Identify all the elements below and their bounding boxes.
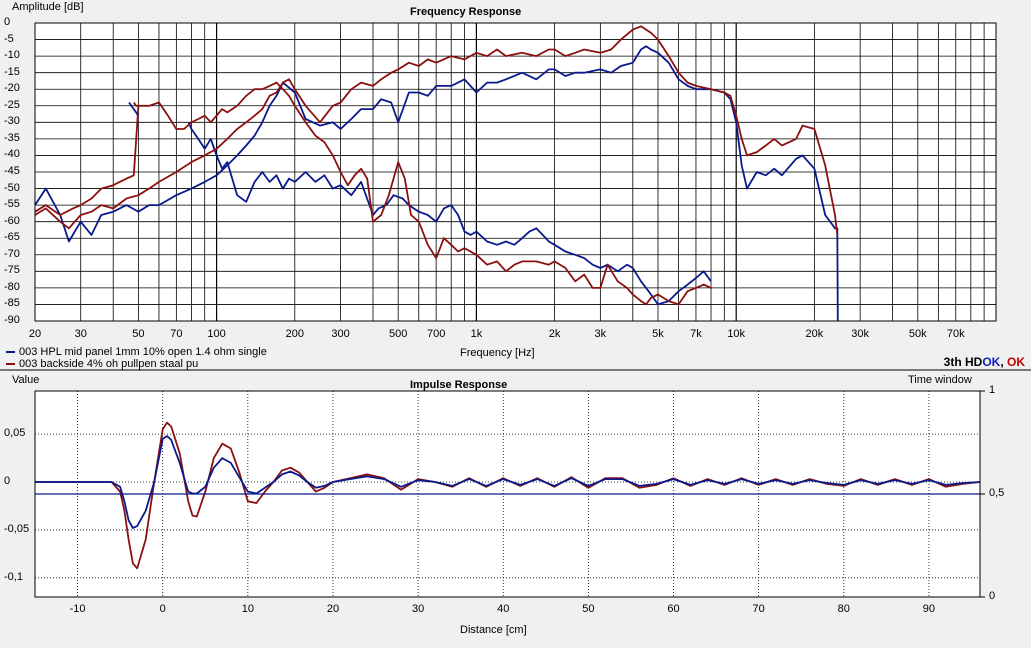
impulse-series-group [35, 421, 981, 570]
freq-ytick-label: -90 [4, 314, 20, 326]
legend-swatch-blue [6, 351, 15, 353]
impulse-xtick-label: 0 [159, 603, 166, 615]
impulse-y2tick-label: 0 [989, 590, 996, 602]
freq-xtick-label: 3k [594, 328, 607, 340]
impulse-xtick-label: 60 [667, 603, 680, 615]
freq-xtick-label: 5k [652, 328, 664, 340]
freq-ylabel: Amplitude [dB] [12, 1, 84, 13]
impulse-y2tick-label: 0,5 [989, 487, 1005, 499]
freq-series-red [133, 101, 139, 107]
freq-series-red [34, 81, 712, 306]
status-ok-1: OK [982, 355, 1001, 369]
legend-item-blue: 003 HPL mid panel 1mm 10% open 1.4 ohm s… [6, 346, 267, 358]
impulse-xlabel: Distance [cm] [460, 624, 527, 636]
freq-ytick-label: -25 [4, 98, 20, 111]
freq-series-blue [128, 101, 140, 117]
freq-xtick-label: 7k [690, 328, 702, 340]
freq-series-group [34, 25, 839, 322]
freq-ytick-label: -75 [4, 264, 20, 277]
impulse-y2label: Time window [908, 374, 972, 386]
freq-xlabel: Frequency [Hz] [460, 347, 535, 359]
freq-xtick-label: 200 [285, 328, 304, 340]
impulse-xtick-label: 50 [582, 603, 595, 615]
freq-xtick-label: 300 [331, 328, 350, 340]
impulse-xtick-label: -10 [69, 603, 86, 615]
status-prefix: 3th HD [943, 355, 983, 369]
freq-ytick-label: -40 [4, 148, 20, 161]
impulse-y2tick-label: 1 [989, 384, 996, 396]
freq-xtick-label: 50 [132, 328, 145, 340]
freq-xtick-label: 2k [548, 328, 561, 340]
freq-ytick-label: -35 [4, 131, 20, 144]
impulse-ytick-label: -0,1 [4, 570, 23, 583]
freq-series-blue [187, 121, 712, 306]
status-indicator: 3th HDOK, OK [944, 355, 1025, 369]
freq-xtick-label: 700 [426, 328, 446, 340]
freq-ytick-label: -55 [4, 198, 20, 211]
freq-ytick-label: -30 [4, 115, 20, 128]
freq-xtick-label: 1k [470, 328, 483, 340]
legend-swatch-red [6, 363, 15, 365]
legend-label-blue: 003 HPL mid panel 1mm 10% open 1.4 ohm s… [19, 346, 267, 358]
freq-ytick-label: -45 [4, 165, 20, 177]
freq-ytick-label: -80 [4, 280, 20, 293]
freq-ytick-label: -85 [4, 297, 20, 310]
freq-plot-border [34, 22, 997, 322]
impulse-xtick-label: 80 [837, 603, 850, 615]
freq-ytick-label: -10 [4, 49, 20, 62]
freq-series-red [34, 25, 839, 236]
impulse-xtick-label: 70 [752, 603, 765, 615]
impulse-ytick-label: 0,05 [4, 427, 26, 440]
impulse-ytick-label: 0 [4, 475, 11, 488]
freq-ytick-label: -15 [4, 65, 20, 78]
freq-xtick-label: 20k [805, 328, 824, 340]
impulse-ytick-label: -0,05 [4, 522, 30, 535]
freq-ytick-label: -60 [4, 214, 20, 227]
impulse-ylabel: Value [12, 374, 40, 386]
impulse-title: Impulse Response [410, 379, 508, 391]
freq-xtick-label: 50k [908, 328, 927, 340]
legend-item-red: 003 backside 4% oh pullpen staal pu [6, 358, 198, 370]
freq-ytick-label: -20 [4, 82, 20, 95]
impulse-series-blue [35, 435, 981, 529]
freq-xtick-label: 10k [727, 328, 746, 340]
impulse-xtick-label: 10 [241, 603, 254, 615]
status-ok-2: OK [1007, 355, 1025, 369]
freq-xtick-label: 30 [74, 328, 87, 340]
freq-title: Frequency Response [410, 6, 522, 18]
impulse-xtick-label: 30 [411, 603, 425, 615]
freq-xtick-label: 500 [389, 328, 408, 340]
legend-label-red: 003 backside 4% oh pullpen staal pu [19, 358, 199, 370]
freq-ytick-label: 0 [4, 16, 11, 28]
freq-ytick-label: -65 [4, 231, 20, 244]
impulse-plot-border [34, 390, 981, 598]
freq-series-blue [34, 45, 839, 322]
freq-xtick-label: 70 [170, 328, 183, 340]
status-separator: , [1000, 355, 1007, 369]
freq-xtick-label: 100 [207, 328, 226, 340]
freq-ytick-label: -50 [4, 181, 20, 194]
freq-ytick-label: -5 [4, 32, 14, 45]
impulse-xtick-label: 40 [497, 603, 510, 615]
freq-xtick-label: 30k [851, 328, 870, 340]
freq-xtick-label: 20 [28, 328, 42, 340]
freq-xtick-label: 70k [946, 328, 965, 340]
impulse-xtick-label: 20 [326, 603, 340, 615]
impulse-xtick-label: 90 [922, 603, 936, 615]
freq-ytick-label: -70 [4, 247, 20, 260]
